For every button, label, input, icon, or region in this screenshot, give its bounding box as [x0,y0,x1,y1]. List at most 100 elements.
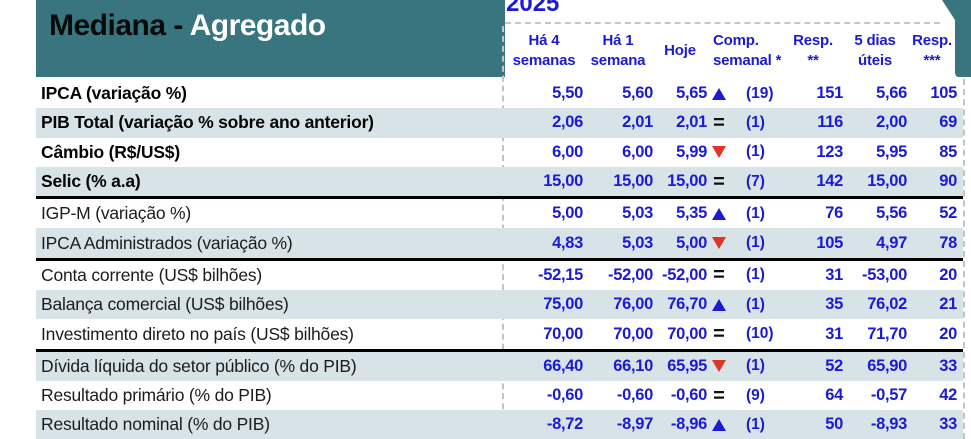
value-5dias-uteis: 71,70 [867,324,907,343]
value-5dias-uteis: 5,95 [876,142,907,161]
value-hoje: 5,99 [676,142,707,161]
group-separator [36,257,963,261]
year-label: 2025 [506,0,560,17]
table-body: IPCA (variação %) 5,50 5,60 5,65 (19) 15… [36,79,963,439]
column-header-ha1semana: Há 1 semana [590,32,646,69]
weekly-comparison-count: (1) [746,113,765,131]
value-5dias-uteis: 4,97 [876,233,907,252]
weekly-comparison-count: (1) [746,266,765,284]
respondents3-count: 42 [939,386,957,405]
value-hoje: 76,70 [667,295,707,314]
trend-icon-slot: = [707,172,731,192]
equals-icon: = [713,384,725,407]
row-label: IPCA Administrados (variação %) [41,232,293,253]
trend-icon-slot [707,418,731,431]
value-5dias-uteis: -8,93 [870,415,907,434]
respondents-count: 105 [816,233,843,252]
equals-icon: = [713,170,725,193]
value-ha4semanas: -52,15 [538,265,583,284]
respondents3-count: 78 [939,233,957,252]
column-header-resp2: Resp. ** [793,32,833,69]
trend-icon-slot [707,207,731,220]
page-title-primary: Mediana - [49,9,190,42]
row-label: Câmbio (R$/US$) [41,141,180,162]
value-ha1semana: 5,03 [622,204,653,223]
down-arrow-icon [712,146,726,159]
weekly-comparison-count: (1) [746,204,765,222]
report-title-banner: Mediana - Agregado [36,0,505,77]
table-row: IGP-M (variação %) 5,00 5,03 5,35 (1) 76… [36,199,963,228]
weekly-comparison-count: (9) [746,386,765,404]
column-header-ha4semanas: Há 4 semanas [512,32,576,69]
value-hoje: 70,00 [667,324,707,343]
respondents-count: 52 [825,356,843,375]
value-hoje: 5,65 [676,84,707,103]
respondents-count: 31 [825,265,843,284]
table-row: Câmbio (R$/US$) 6,00 6,00 5,99 (1) 123 5… [36,138,963,167]
value-5dias-uteis: 2,00 [876,113,907,132]
row-label: Investimento direto no país (US$ bilhões… [41,323,354,344]
trend-icon-slot [707,360,731,373]
row-label: Selic (% a.a) [41,171,141,192]
value-hoje: 5,00 [676,233,707,252]
table-row: PIB Total (variação % sobre ano anterior… [36,108,963,138]
value-ha1semana: 76,00 [613,295,653,314]
value-hoje: 15,00 [667,172,707,191]
respondents3-count: 90 [939,172,957,191]
respondents-count: 76 [825,204,843,223]
up-arrow-icon [712,298,726,311]
table-row: IPCA Administrados (variação %) 4,83 5,0… [36,228,963,258]
table-row: Selic (% a.a) 15,00 15,00 15,00 = (7) 14… [36,166,963,197]
weekly-comparison-count: (1) [746,234,765,252]
table-row: IPCA (variação %) 5,50 5,60 5,65 (19) 15… [36,79,963,108]
value-ha1semana: -52,00 [608,265,653,284]
row-label: Balança comercial (US$ bilhões) [41,294,289,315]
value-ha4semanas: 5,50 [552,84,583,103]
group-separator [36,348,963,352]
table-row: Dívida líquida do setor público (% do PI… [36,351,963,381]
row-label: IGP-M (variação %) [41,203,192,224]
respondents3-count: 20 [939,324,957,343]
value-ha4semanas: 5,00 [552,204,583,223]
weekly-comparison-count: (10) [746,325,774,343]
value-5dias-uteis: 76,02 [867,295,907,314]
value-5dias-uteis: 5,66 [876,84,907,103]
value-ha4semanas: 70,00 [543,324,583,343]
dashed-divider-horizontal [505,22,940,24]
value-ha4semanas: 2,06 [552,113,583,132]
value-ha4semanas: 66,40 [543,356,583,375]
row-label: Conta corrente (US$ bilhões) [41,264,263,285]
weekly-comparison-count: (1) [746,415,765,433]
column-header-hoje: Hoje [664,42,696,59]
weekly-comparison-count: (19) [746,84,774,102]
column-header-5dias-uteis: 5 dias úteis [854,32,896,69]
value-ha4semanas: -0,60 [546,386,583,405]
up-arrow-icon [712,418,726,431]
page-title-secondary: Agregado [189,9,327,42]
value-hoje: -0,60 [670,386,707,405]
trend-icon-slot [707,146,731,159]
respondents3-count: 85 [939,142,957,161]
group-separator [36,196,963,200]
respondents-count: 151 [816,84,843,103]
respondents-count: 142 [816,172,843,191]
equals-icon: = [713,111,725,134]
respondents3-count: 52 [939,204,957,223]
row-label: Resultado nominal (% do PIB) [41,414,270,435]
value-ha1semana: -8,97 [616,415,653,434]
trend-icon-slot: = [707,324,731,344]
row-label: Resultado primário (% do PIB) [41,385,272,406]
respondents-count: 116 [817,113,843,132]
value-hoje: 2,01 [676,113,707,132]
value-ha1semana: 2,01 [622,113,653,132]
row-label: IPCA (variação %) [41,83,187,104]
trend-icon-slot [707,87,731,100]
page-title: Mediana - Agregado [36,0,505,43]
corner-ribbon [942,0,971,77]
value-hoje: -52,00 [662,265,707,284]
row-label: PIB Total (variação % sobre ano anterior… [41,112,374,133]
trend-icon-slot [707,237,731,250]
equals-icon: = [713,264,725,287]
weekly-comparison-count: (1) [746,143,765,161]
